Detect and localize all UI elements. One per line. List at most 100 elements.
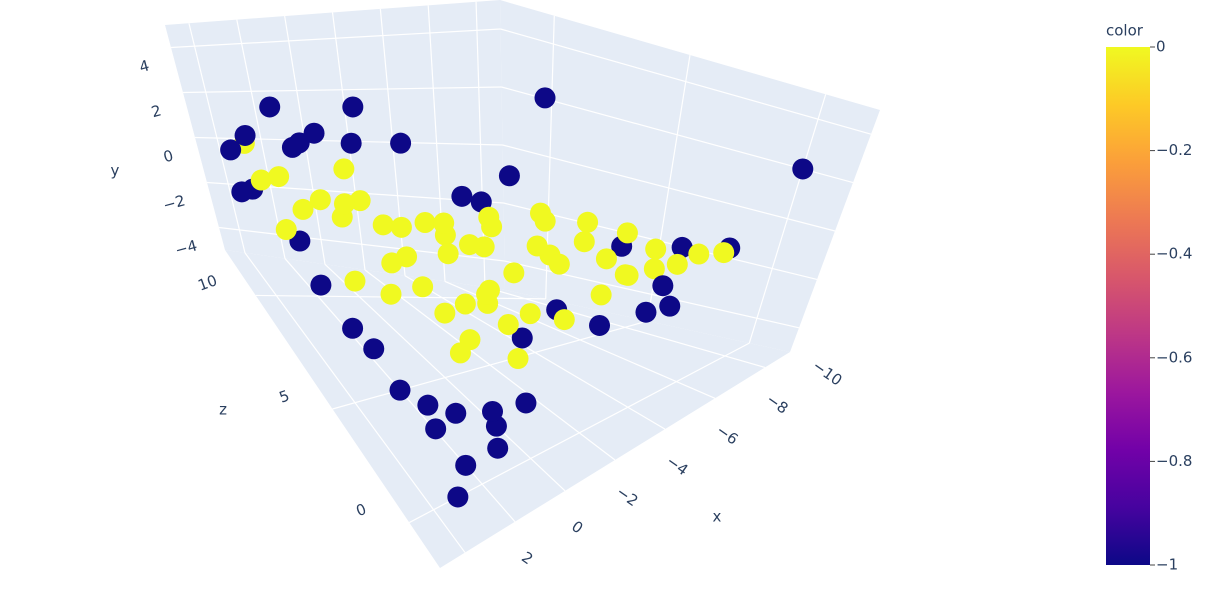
point (498, 165, 520, 187)
point (590, 284, 612, 306)
point (643, 258, 665, 280)
point (577, 211, 599, 233)
y-axis-title: y (111, 162, 120, 180)
floor-pane (225, 250, 790, 568)
point (478, 279, 500, 301)
point (340, 132, 362, 154)
point (515, 392, 537, 414)
point (507, 348, 529, 370)
point (645, 238, 667, 260)
point (437, 243, 459, 265)
point (342, 317, 364, 339)
point (497, 314, 519, 335)
y-tick-label: −4 (173, 236, 199, 259)
point (688, 243, 710, 265)
point (511, 327, 533, 349)
x-tick-label: 0 (568, 517, 586, 537)
point (234, 124, 256, 146)
point (372, 214, 394, 236)
point (451, 185, 473, 207)
grid-line (332, 320, 648, 410)
y-tick-label: 0 (161, 146, 175, 166)
point (250, 169, 272, 191)
x-tick-label: −8 (763, 390, 791, 417)
point (445, 402, 467, 424)
colorbar (1106, 47, 1150, 565)
point (363, 338, 385, 360)
point (792, 158, 814, 180)
point (344, 270, 366, 292)
x-tick-label: −2 (613, 483, 641, 510)
colorbar-tick-label: −0.2 (1156, 141, 1192, 159)
side-pane (500, 0, 880, 352)
colorbar-tick-label: −0.6 (1156, 348, 1192, 366)
colorbar-tick-label: −0.4 (1156, 245, 1192, 263)
point (616, 222, 638, 244)
point (380, 283, 402, 305)
point (595, 248, 617, 270)
colorbar-tick-label: −1 (1156, 556, 1178, 574)
point (617, 264, 639, 286)
x-tick-label: −4 (663, 452, 691, 479)
point (275, 219, 297, 241)
point (482, 400, 504, 422)
point (503, 262, 525, 284)
point (259, 96, 281, 118)
point (671, 236, 693, 258)
point (434, 302, 456, 324)
point (292, 198, 314, 220)
point (526, 235, 548, 257)
point (390, 216, 412, 238)
colorbar-title: color (1106, 22, 1144, 40)
z-tick-label: 5 (277, 386, 292, 406)
point (390, 132, 412, 154)
point (534, 210, 556, 232)
point (519, 303, 541, 325)
colorbar-tick-label: 0 (1156, 38, 1166, 56)
point (455, 454, 477, 476)
point (573, 231, 595, 253)
point (231, 181, 253, 203)
point (459, 234, 481, 256)
y-tick-label: 2 (149, 101, 163, 121)
point (713, 242, 735, 264)
colorbar-tick-label: −0.8 (1156, 452, 1192, 470)
point (389, 379, 411, 401)
point (412, 276, 434, 298)
point (534, 87, 556, 109)
y-tick-label: 4 (137, 56, 151, 76)
point (333, 158, 355, 180)
point (303, 122, 325, 144)
point (342, 96, 364, 118)
point (281, 136, 303, 158)
point (454, 293, 476, 315)
point (487, 437, 509, 459)
point (447, 486, 469, 508)
point (268, 166, 290, 188)
point (310, 274, 332, 296)
point (349, 190, 371, 212)
point (220, 139, 242, 161)
point (666, 253, 688, 275)
z-tick-label: 10 (195, 271, 219, 294)
point (309, 189, 331, 211)
point (381, 252, 403, 274)
x-tick-label: −10 (809, 357, 845, 390)
grid-line (170, 28, 501, 49)
grid-line (182, 86, 502, 94)
grid-line (748, 94, 827, 344)
point (553, 309, 575, 331)
y-tick-label: −2 (161, 191, 187, 214)
point (548, 253, 570, 275)
x-axis-title: x (713, 508, 722, 526)
x-tick-label: 2 (518, 548, 536, 568)
z-tick-label: 0 (354, 500, 369, 520)
point (417, 394, 439, 416)
point (635, 301, 657, 323)
point (433, 212, 455, 234)
x-tick-label: −6 (713, 421, 741, 448)
point (589, 314, 611, 336)
point (652, 275, 674, 297)
point (425, 418, 447, 440)
